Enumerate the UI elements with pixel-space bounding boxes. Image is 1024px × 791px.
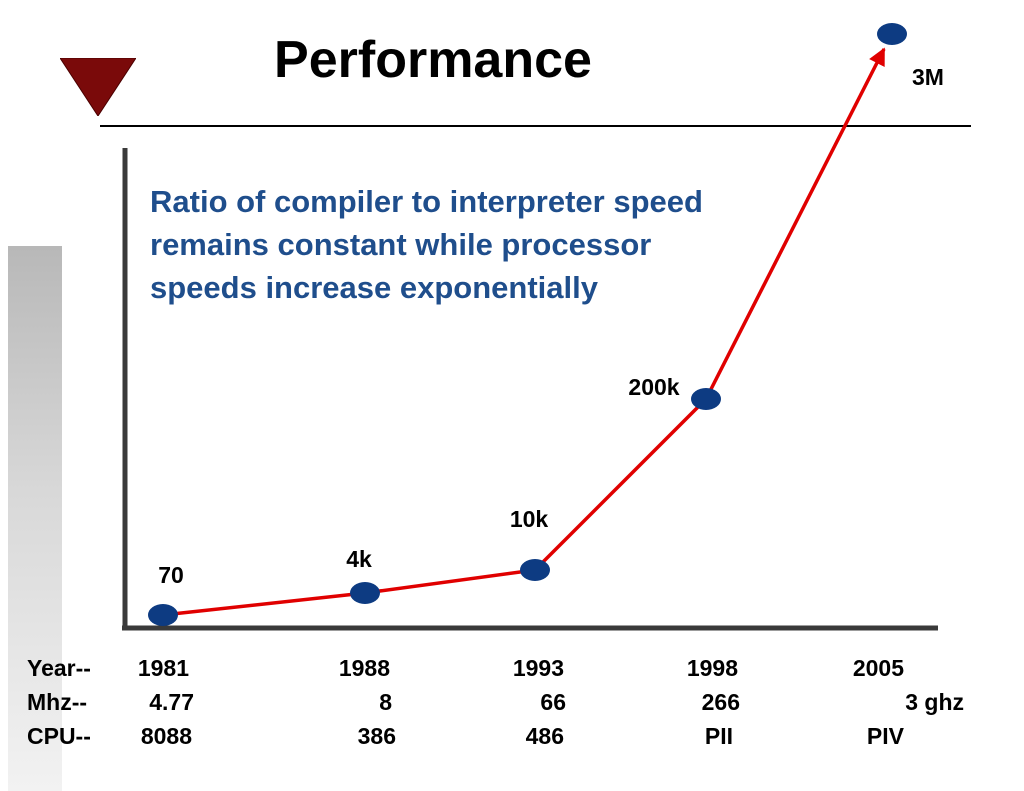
- series-line-segment: [704, 47, 886, 400]
- table-cell: 4.77: [149, 689, 194, 715]
- side-decoration-bar: [8, 246, 62, 791]
- table-cell: 1988: [338, 655, 390, 681]
- series-line-segment: [162, 591, 366, 617]
- data-label: 3M: [912, 64, 944, 90]
- red-triangle-logo-icon: [60, 58, 136, 116]
- data-point-1988: [350, 582, 380, 604]
- data-point-2005: [877, 23, 907, 45]
- data-label: 200k: [628, 374, 679, 400]
- title-divider: [100, 125, 971, 127]
- table-cell: 2005: [852, 655, 904, 681]
- table-cell: 8: [379, 689, 392, 715]
- data-label: 10k: [510, 506, 549, 532]
- table-row-label: CPU--: [27, 723, 91, 749]
- table-cell: 3 ghz: [905, 689, 964, 715]
- series-line-segment: [533, 397, 708, 572]
- annotation-text: Ratio of compiler to interpreter speed r…: [150, 184, 703, 305]
- data-point-1993: [520, 559, 550, 581]
- table-row-label: Year--: [27, 655, 91, 681]
- data-label: 70: [158, 562, 184, 588]
- table-cell: 266: [701, 689, 740, 715]
- data-point-1998: [691, 388, 721, 410]
- table-cell: 486: [525, 723, 564, 749]
- table-cell: PII: [704, 723, 733, 749]
- table-cell: 8088: [140, 723, 192, 749]
- slide-title: Performance: [274, 31, 592, 89]
- table-cell: 1998: [686, 655, 738, 681]
- table-cell: 386: [357, 723, 396, 749]
- table-cell: 1981: [137, 655, 189, 681]
- table-cell: 1993: [512, 655, 564, 681]
- table-row-label: Mhz--: [27, 689, 88, 715]
- data-label: 4k: [346, 546, 372, 572]
- table-cell: PIV: [866, 723, 904, 749]
- table-cell: 66: [540, 689, 566, 715]
- data-point-1981: [148, 604, 178, 626]
- series-line-segment: [364, 568, 536, 595]
